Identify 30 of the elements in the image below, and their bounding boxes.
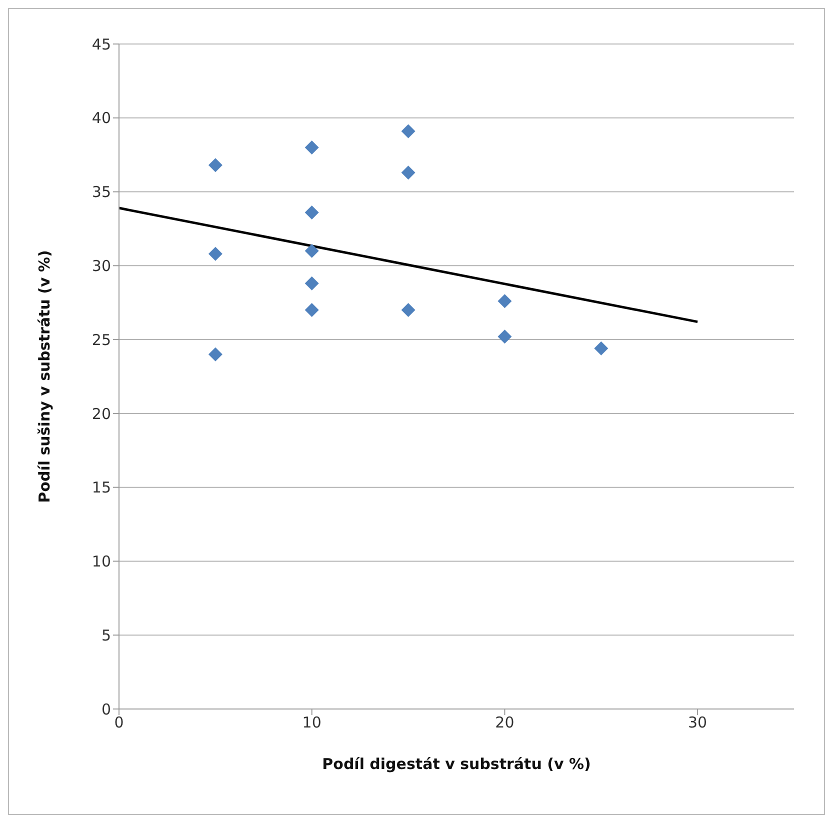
point — [304, 140, 319, 154]
point — [401, 303, 416, 317]
x-tick-label: 20 — [495, 714, 514, 732]
point — [594, 341, 608, 356]
y-axis-title: Podíl sušiny v substrátu (v %) — [35, 250, 54, 503]
y-tick-label: 5 — [101, 626, 111, 644]
x-axis-title: Podíl digestát v substrátu (v %) — [322, 755, 591, 773]
x-tick-label: 0 — [114, 714, 124, 732]
x-tick-label: 10 — [302, 714, 322, 732]
point — [208, 158, 222, 172]
point — [304, 244, 319, 258]
y-tick-label: 35 — [92, 183, 111, 202]
x-tick-label: 30 — [688, 714, 708, 732]
y-tick-label: 40 — [92, 109, 111, 128]
y-tick-label: 15 — [92, 478, 111, 497]
point — [401, 166, 416, 180]
y-tick-label: 45 — [92, 35, 111, 54]
y-tick-label: 10 — [92, 552, 111, 571]
point — [304, 303, 319, 317]
point — [304, 276, 319, 290]
point — [208, 246, 222, 261]
point — [498, 294, 512, 308]
y-tick-label: 25 — [92, 330, 111, 349]
point — [401, 124, 416, 138]
point — [498, 330, 512, 344]
y-tick-label: 30 — [92, 256, 111, 275]
point — [304, 205, 319, 220]
y-tick-label: 0 — [101, 700, 111, 718]
y-tick-label: 20 — [92, 404, 111, 423]
point — [208, 347, 222, 362]
